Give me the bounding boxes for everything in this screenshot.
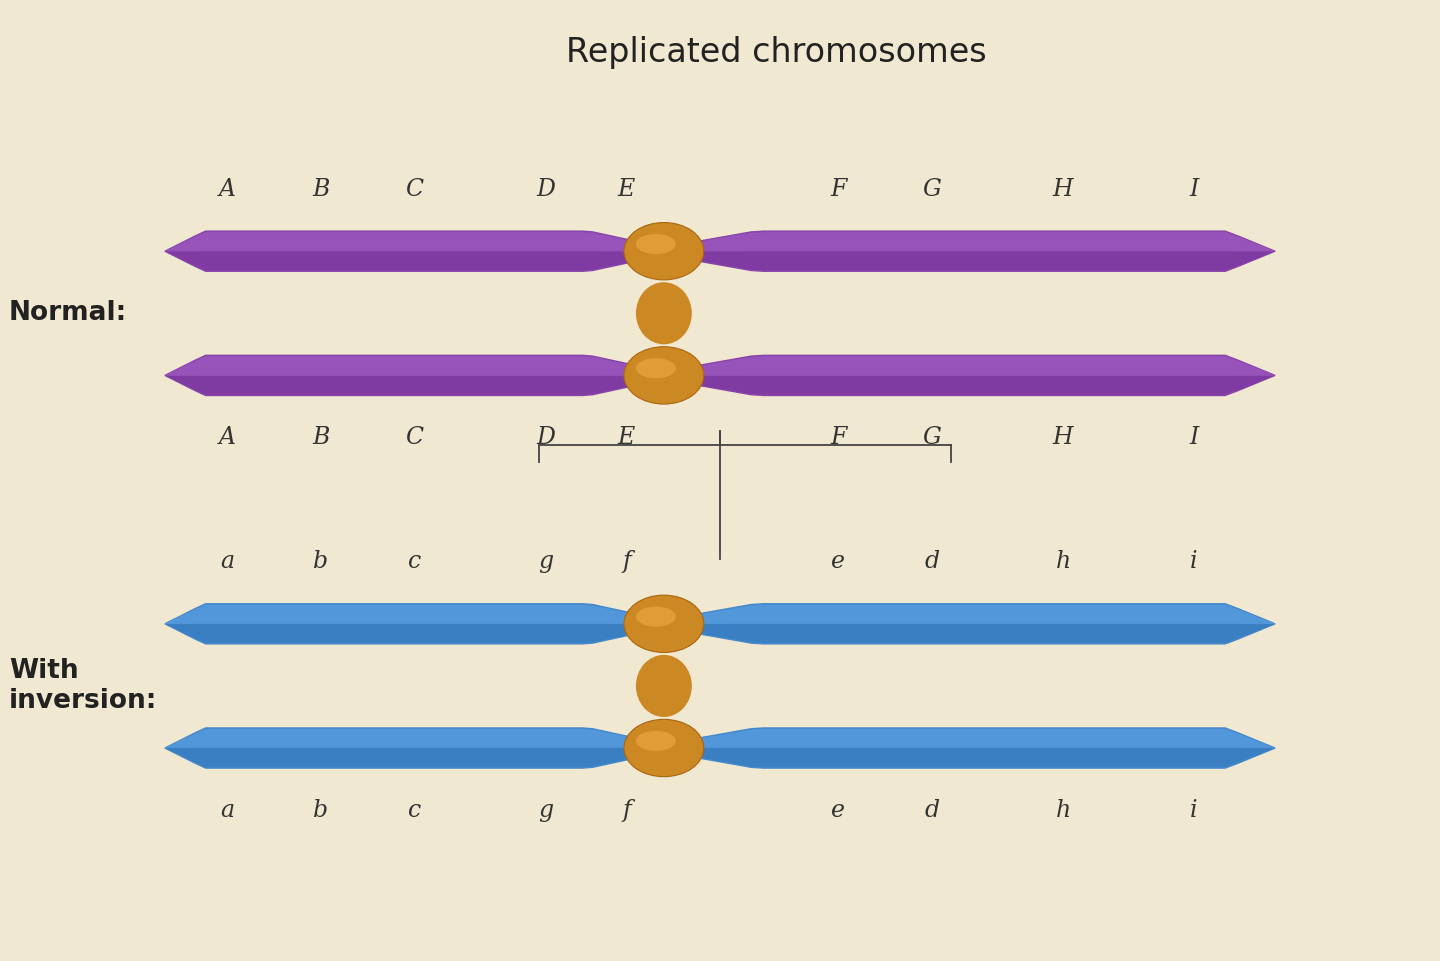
- Text: d: d: [924, 551, 940, 573]
- Polygon shape: [166, 604, 1274, 624]
- Polygon shape: [166, 375, 1274, 394]
- Text: h: h: [1056, 799, 1071, 822]
- Text: Replicated chromosomes: Replicated chromosomes: [566, 37, 986, 69]
- Ellipse shape: [636, 234, 675, 254]
- Ellipse shape: [624, 223, 704, 280]
- Text: g: g: [537, 551, 553, 573]
- Text: e: e: [831, 551, 845, 573]
- Text: E: E: [618, 426, 635, 449]
- Text: B: B: [312, 426, 330, 449]
- Polygon shape: [166, 250, 1274, 270]
- Text: C: C: [405, 178, 423, 201]
- Text: G: G: [923, 426, 942, 449]
- Polygon shape: [166, 747, 1274, 767]
- Text: b: b: [314, 799, 328, 822]
- Text: b: b: [314, 551, 328, 573]
- Text: I: I: [1189, 178, 1198, 201]
- Text: A: A: [219, 178, 236, 201]
- Ellipse shape: [624, 720, 704, 776]
- Text: G: G: [923, 178, 942, 201]
- Text: i: i: [1191, 551, 1198, 573]
- Polygon shape: [166, 356, 1274, 396]
- Text: a: a: [220, 551, 235, 573]
- Text: D: D: [536, 426, 554, 449]
- Text: h: h: [1056, 551, 1071, 573]
- Text: f: f: [622, 551, 631, 573]
- Text: f: f: [622, 799, 631, 822]
- Text: g: g: [537, 799, 553, 822]
- Ellipse shape: [636, 730, 675, 751]
- Ellipse shape: [636, 358, 675, 379]
- Text: F: F: [831, 178, 847, 201]
- Ellipse shape: [636, 283, 691, 344]
- Ellipse shape: [624, 595, 704, 653]
- Text: H: H: [1053, 426, 1073, 449]
- Text: E: E: [618, 178, 635, 201]
- Ellipse shape: [636, 654, 691, 717]
- Polygon shape: [166, 729, 1274, 748]
- Ellipse shape: [636, 606, 675, 627]
- Text: C: C: [405, 426, 423, 449]
- Ellipse shape: [624, 347, 704, 404]
- Text: c: c: [408, 551, 420, 573]
- Text: Normal:: Normal:: [9, 300, 127, 327]
- Text: c: c: [408, 799, 420, 822]
- Polygon shape: [166, 728, 1274, 768]
- Text: a: a: [220, 799, 235, 822]
- Text: d: d: [924, 799, 940, 822]
- Polygon shape: [166, 233, 1274, 251]
- Polygon shape: [166, 357, 1274, 376]
- Text: D: D: [536, 178, 554, 201]
- Text: With
inversion:: With inversion:: [9, 658, 157, 714]
- Polygon shape: [166, 232, 1274, 271]
- Text: F: F: [831, 426, 847, 449]
- Polygon shape: [166, 604, 1274, 644]
- Text: A: A: [219, 426, 236, 449]
- Text: H: H: [1053, 178, 1073, 201]
- Polygon shape: [166, 623, 1274, 643]
- Text: B: B: [312, 178, 330, 201]
- Text: i: i: [1191, 799, 1198, 822]
- Text: e: e: [831, 799, 845, 822]
- Text: I: I: [1189, 426, 1198, 449]
